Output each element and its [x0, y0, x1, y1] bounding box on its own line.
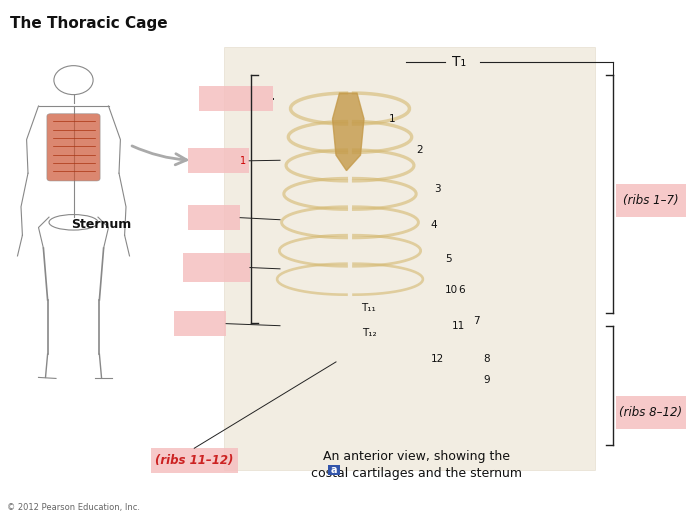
Text: 4: 4 — [430, 220, 438, 230]
Text: T₁₂: T₁₂ — [362, 328, 376, 339]
Bar — [183, 253, 250, 282]
Bar — [199, 86, 273, 111]
Text: 3: 3 — [434, 184, 441, 194]
Text: T₁: T₁ — [452, 55, 466, 69]
Text: 1: 1 — [239, 156, 246, 166]
Bar — [328, 465, 340, 475]
Text: 10: 10 — [445, 284, 458, 295]
Text: (ribs 11–12): (ribs 11–12) — [155, 454, 233, 467]
Polygon shape — [332, 93, 364, 171]
Text: 7: 7 — [473, 315, 480, 326]
Text: 11: 11 — [452, 321, 465, 331]
Text: Sternum: Sternum — [71, 218, 132, 232]
Text: An anterior view, showing the
costal cartilages and the sternum: An anterior view, showing the costal car… — [311, 450, 522, 480]
Text: (ribs 8–12): (ribs 8–12) — [620, 406, 682, 419]
Text: T₁₁: T₁₁ — [361, 302, 377, 313]
Bar — [174, 311, 226, 336]
Text: a: a — [330, 465, 337, 475]
Bar — [188, 205, 240, 230]
Text: 9: 9 — [483, 375, 490, 385]
Bar — [616, 396, 686, 429]
Text: 5: 5 — [444, 253, 452, 264]
Text: 12: 12 — [431, 354, 444, 364]
Text: © 2012 Pearson Education, Inc.: © 2012 Pearson Education, Inc. — [7, 503, 140, 512]
Bar — [224, 47, 595, 470]
Text: 1: 1 — [389, 114, 396, 124]
Bar — [616, 184, 686, 217]
FancyBboxPatch shape — [47, 114, 100, 181]
Text: 6: 6 — [458, 284, 466, 295]
Text: 8: 8 — [483, 354, 490, 364]
Bar — [188, 148, 249, 173]
Bar — [150, 448, 238, 473]
Text: (ribs 1–7): (ribs 1–7) — [623, 194, 679, 207]
Text: The Thoracic Cage: The Thoracic Cage — [10, 16, 168, 31]
Text: 2: 2 — [416, 145, 424, 155]
